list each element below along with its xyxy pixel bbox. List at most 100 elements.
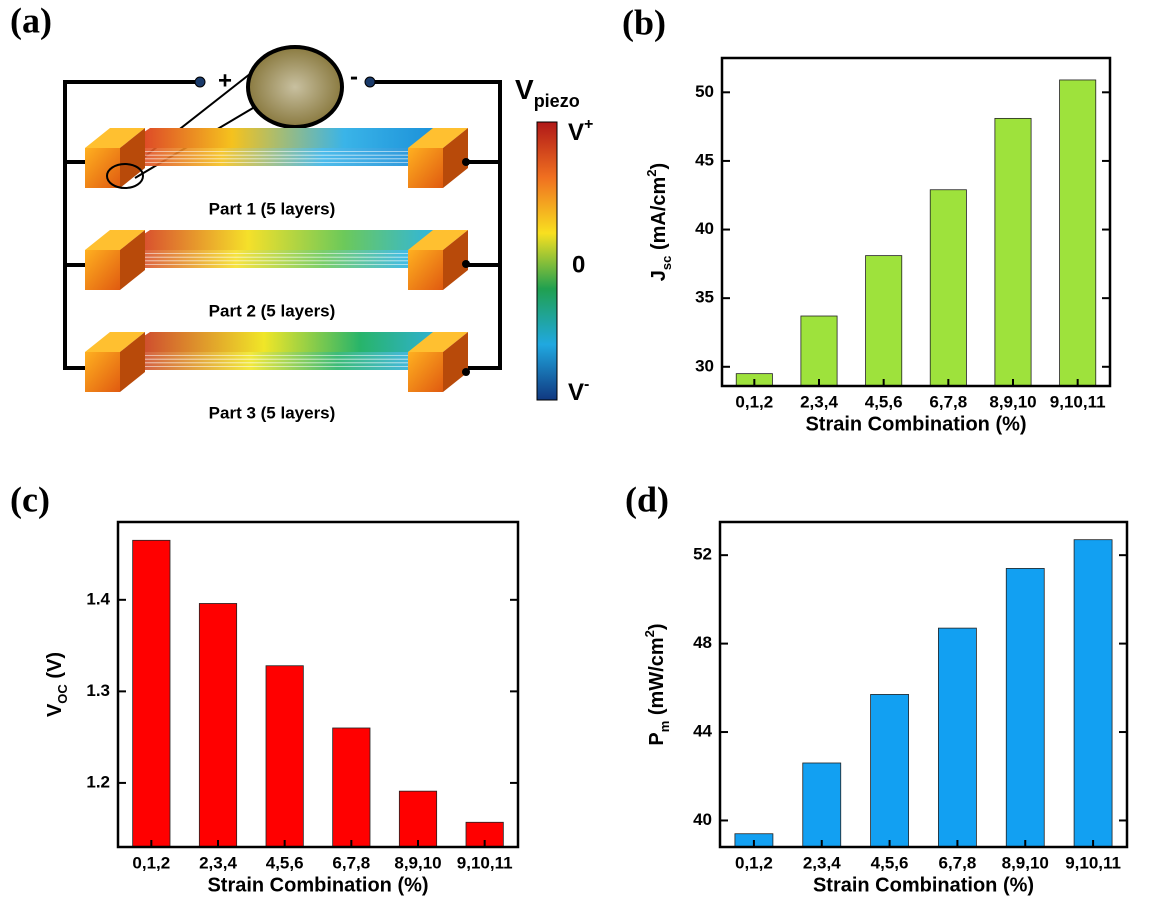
x-tick-label: 9,10,11: [457, 853, 513, 872]
electrode-front: [85, 352, 120, 392]
x-tick-label: 6,7,8: [929, 392, 967, 411]
electrode-side: [443, 128, 468, 188]
electrode-top: [408, 230, 468, 250]
panel-label: (d): [625, 479, 669, 519]
y-axis-label-part: P: [646, 732, 668, 745]
magnifier: [246, 45, 344, 129]
device-part: Part 3 (5 layers): [85, 332, 470, 422]
terminal: [462, 158, 470, 166]
y-tick-label: 1.2: [86, 772, 110, 791]
y-axis-label-part: OC: [55, 684, 70, 704]
colorbar-label: V+: [568, 116, 593, 146]
panel-label: (a): [10, 0, 52, 40]
x-tick-label: 4,5,6: [865, 392, 903, 411]
y-axis-label: Pm (mW/cm2): [642, 623, 672, 745]
x-tick-label: 0,1,2: [735, 392, 773, 411]
bar: [994, 117, 1032, 387]
strip-top: [120, 332, 440, 352]
electrode-front: [85, 148, 120, 188]
circuit: [63, 80, 502, 370]
y-axis-label-part: 2: [642, 630, 657, 637]
text: V: [568, 119, 584, 146]
x-tick-label: 8,9,10: [1002, 853, 1049, 872]
y-axis-label-part: ): [646, 623, 668, 630]
plot-frame: [718, 520, 1129, 849]
y-tick-label: 40: [693, 810, 712, 829]
y-axis-label: VOC (V): [44, 652, 70, 717]
electrode-side: [120, 332, 145, 392]
y-axis-label-part: (mW/cm: [646, 637, 668, 720]
y-tick-label: 44: [693, 722, 712, 741]
x-tick-label: 6,7,8: [332, 853, 370, 872]
y-axis-label-part: J: [648, 270, 670, 281]
strip-front: [120, 148, 410, 166]
plus-sign: +: [218, 67, 232, 94]
bar: [865, 255, 903, 387]
zoom-circle: [106, 163, 144, 189]
x-axis-label: Strain Combination (%): [207, 874, 428, 896]
part-label: Part 3 (5 layers): [209, 403, 336, 422]
panel-label: (b): [622, 2, 666, 42]
bar: [802, 762, 842, 848]
x-tick-label: 6,7,8: [939, 853, 977, 872]
chart-panel: (c) 0,1,2 2,3,4 4,5,6 6,7,8 8,9,10 9,10,11 1.2 1…: [10, 479, 520, 896]
strip-top: [120, 230, 440, 250]
terminal: [364, 76, 376, 88]
y-axis-label-part: sc: [659, 256, 674, 270]
electrode-front: [408, 148, 443, 188]
text: +: [584, 116, 593, 133]
chart-panel: (b) 0,1,2 2,3,4 4,5,6 6,7,8 8,9,10 9,10,11 30 35…: [622, 2, 1112, 435]
text: piezo: [534, 91, 580, 111]
part-label: Part 1 (5 layers): [209, 199, 336, 218]
strip-front: [120, 352, 410, 370]
bar: [870, 694, 909, 848]
bar: [332, 727, 371, 848]
bar: [938, 627, 977, 848]
x-axis-label: Strain Combination (%): [813, 874, 1034, 896]
y-axis-label-part: ): [648, 163, 670, 170]
y-tick-label: 35: [695, 288, 714, 307]
device-part: Part 2 (5 layers): [85, 230, 470, 320]
electrode-front: [408, 250, 443, 290]
electrode-top: [408, 332, 468, 352]
bar: [398, 790, 438, 848]
x-tick-label: 8,9,10: [394, 853, 441, 872]
colorbar: [536, 121, 558, 401]
electrode-top: [85, 332, 145, 352]
colorbar-label: 0: [572, 251, 585, 278]
electrode-top: [408, 128, 468, 148]
panel-label: (c): [10, 479, 50, 519]
terminal: [462, 260, 470, 268]
bar: [1005, 568, 1045, 848]
x-tick-label: 0,1,2: [735, 853, 773, 872]
x-tick-label: 9,10,11: [1050, 392, 1106, 411]
colorbar-title: Vpiezo: [515, 74, 580, 110]
x-axis-label: Strain Combination (%): [805, 413, 1026, 435]
minus-sign: -: [350, 63, 358, 90]
electrode-side: [120, 128, 145, 188]
x-tick-label: 4,5,6: [871, 853, 909, 872]
electrode-side: [120, 230, 145, 290]
y-axis-label-part: V: [44, 703, 66, 717]
electrode-top: [85, 128, 145, 148]
device-part: Part 1 (5 layers): [85, 128, 470, 218]
y-tick-label: 50: [695, 82, 714, 101]
text: V: [515, 74, 534, 105]
bar: [929, 189, 967, 387]
bar: [198, 603, 238, 848]
y-tick-label: 40: [695, 219, 714, 238]
electrode-side: [443, 332, 468, 392]
chart-panel: (d) 0,1,2 2,3,4 4,5,6 6,7,8 8,9,10 9,10,11 40 44…: [625, 479, 1129, 896]
x-tick-label: 2,3,4: [800, 392, 838, 411]
text: V: [568, 379, 584, 406]
y-axis-label-part: m: [657, 721, 672, 733]
electrode-front: [408, 352, 443, 392]
electrode-front: [85, 250, 120, 290]
plot-frame: [116, 520, 520, 849]
x-tick-label: 2,3,4: [199, 853, 237, 872]
bar: [1059, 79, 1097, 387]
y-axis-label-part: (mA/cm: [648, 177, 670, 256]
x-tick-label: 9,10,11: [1065, 853, 1121, 872]
